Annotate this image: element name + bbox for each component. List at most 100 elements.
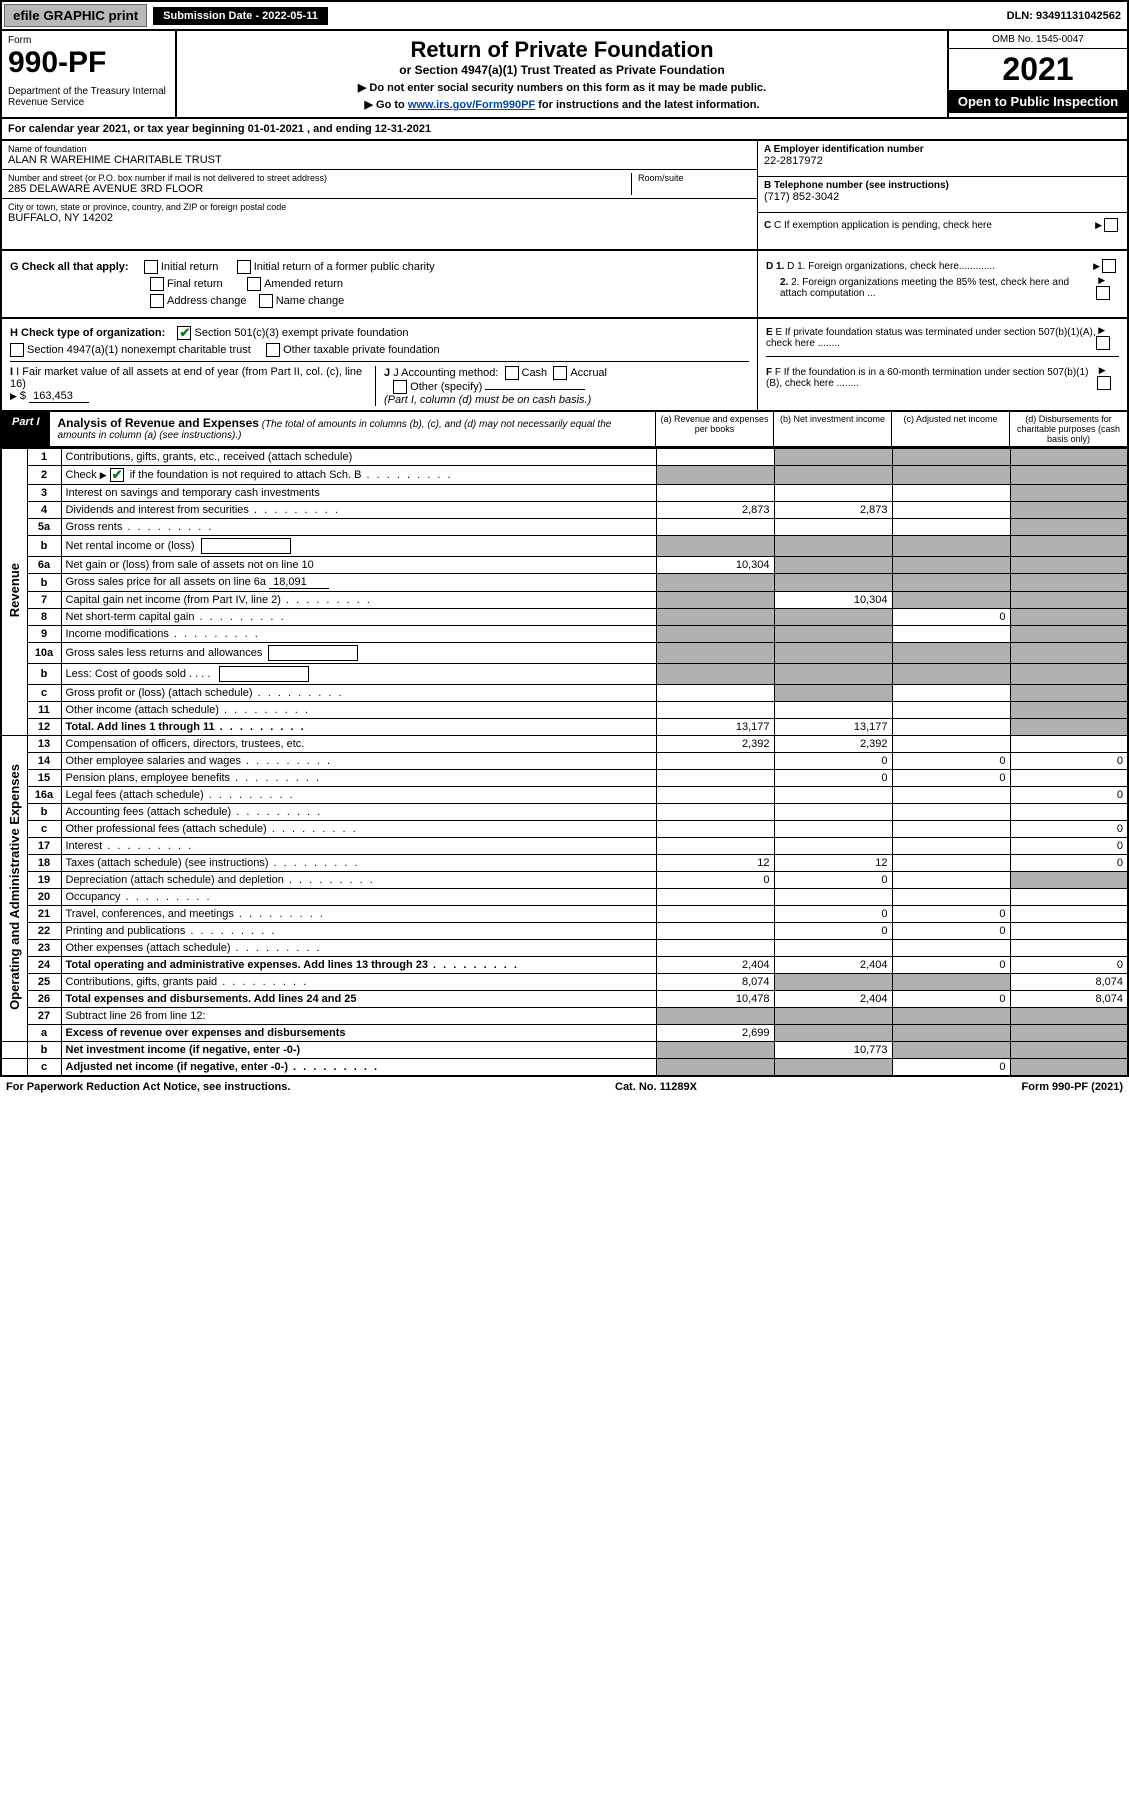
city-row: City or town, state or province, country… xyxy=(2,199,757,227)
row-17-desc: Interest xyxy=(61,838,656,855)
h-row: H Check type of organization: Section 50… xyxy=(10,326,749,340)
r4-col-b: 2,873 xyxy=(774,502,892,519)
top-bar: efile GRAPHIC print Submission Date - 20… xyxy=(0,0,1129,31)
submission-date-label: Submission Date - 2022-05-11 xyxy=(153,7,328,25)
row-15-desc: Pension plans, employee benefits xyxy=(61,770,656,787)
exemption-pending-checkbox[interactable] xyxy=(1104,218,1118,232)
check-section-g-d: G Check all that apply: Initial return I… xyxy=(0,251,1129,319)
row-14-desc: Other employee salaries and wages xyxy=(61,753,656,770)
exemption-pending-row: C C If exemption application is pending,… xyxy=(758,213,1127,249)
row-18-desc: Taxes (attach schedule) (see instruction… xyxy=(61,855,656,872)
row-27c-desc: Adjusted net income (if negative, enter … xyxy=(61,1059,656,1077)
row-25-desc: Contributions, gifts, grants paid xyxy=(61,974,656,991)
dept-label: Department of the Treasury Internal Reve… xyxy=(8,86,169,108)
form-note-2: ▶ Go to www.irs.gov/Form990PF for instru… xyxy=(183,98,941,111)
row-22-desc: Printing and publications xyxy=(61,923,656,940)
address-change-checkbox[interactable] xyxy=(150,294,164,308)
initial-return-former-checkbox[interactable] xyxy=(237,260,251,274)
ein-row: A Employer identification number 22-2817… xyxy=(758,141,1127,177)
financial-table: Revenue 1 Contributions, gifts, grants, … xyxy=(0,448,1129,1077)
check-section-hij: H Check type of organization: Section 50… xyxy=(0,319,1129,412)
part-1-label: Part I xyxy=(2,412,50,446)
omb-label: OMB No. 1545-0047 xyxy=(949,31,1127,49)
row-20-desc: Occupancy xyxy=(61,889,656,906)
net-rental-input[interactable] xyxy=(201,538,291,554)
row-26-desc: Total expenses and disbursements. Add li… xyxy=(61,991,656,1008)
row-27a-desc: Excess of revenue over expenses and disb… xyxy=(61,1025,656,1042)
city-state-zip: BUFFALO, NY 14202 xyxy=(8,212,751,224)
form-number: 990-PF xyxy=(8,46,169,80)
d1-row: D 1. D 1. Foreign organizations, check h… xyxy=(766,259,1119,273)
form-label: Form xyxy=(8,35,169,46)
4947a1-checkbox[interactable] xyxy=(10,343,24,357)
form-title: Return of Private Foundation xyxy=(183,37,941,63)
part-1-title: Analysis of Revenue and Expenses xyxy=(58,416,259,430)
other-taxable-checkbox[interactable] xyxy=(266,343,280,357)
row-10b-desc: Less: Cost of goods sold . . . . xyxy=(61,664,656,685)
form-note-1: ▶ Do not enter social security numbers o… xyxy=(183,81,941,94)
name-change-checkbox[interactable] xyxy=(259,294,273,308)
row-1-desc: Contributions, gifts, grants, etc., rece… xyxy=(61,449,656,466)
j-row: J J Accounting method: Cash Accrual Othe… xyxy=(375,366,749,406)
telephone-value: (717) 852-3042 xyxy=(764,191,1121,203)
cash-checkbox[interactable] xyxy=(505,366,519,380)
calendar-year-line: For calendar year 2021, or tax year begi… xyxy=(0,119,1129,141)
form-number-block: Form 990-PF Department of the Treasury I… xyxy=(2,31,177,117)
r13-col-a: 2,392 xyxy=(656,736,774,753)
60-month-checkbox[interactable] xyxy=(1097,376,1111,390)
f-row: F F If the foundation is in a 60-month t… xyxy=(766,359,1119,390)
col-c-header: (c) Adjusted net income xyxy=(891,412,1009,446)
foundation-name-row: Name of foundation ALAN R WAREHIME CHARI… xyxy=(2,141,757,170)
other-method-checkbox[interactable] xyxy=(393,380,407,394)
row-3-desc: Interest on savings and temporary cash i… xyxy=(61,485,656,502)
r8-col-c: 0 xyxy=(892,609,1010,626)
row-10a-desc: Gross sales less returns and allowances xyxy=(61,643,656,664)
row-24-desc: Total operating and administrative expen… xyxy=(61,957,656,974)
final-return-checkbox[interactable] xyxy=(150,277,164,291)
accrual-checkbox[interactable] xyxy=(553,366,567,380)
row-10c-desc: Gross profit or (loss) (attach schedule) xyxy=(61,685,656,702)
r12-col-a: 13,177 xyxy=(656,719,774,736)
initial-return-checkbox[interactable] xyxy=(144,260,158,274)
instructions-link[interactable]: www.irs.gov/Form990PF xyxy=(408,99,535,111)
row-6a-desc: Net gain or (loss) from sale of assets n… xyxy=(61,557,656,574)
e-row: E E If private foundation status was ter… xyxy=(766,325,1119,357)
i-row: I I Fair market value of all assets at e… xyxy=(10,366,375,406)
ein-value: 22-2817972 xyxy=(764,155,1121,167)
room-suite-label: Room/suite xyxy=(638,173,751,183)
row-5a-desc: Gross rents xyxy=(61,519,656,536)
sch-b-not-required-checkbox[interactable] xyxy=(110,468,124,482)
form-year-block: OMB No. 1545-0047 2021 Open to Public In… xyxy=(947,31,1127,117)
gross-sales-input[interactable] xyxy=(268,645,358,661)
row-23-desc: Other expenses (attach schedule) xyxy=(61,940,656,957)
expenses-section-label: Operating and Administrative Expenses xyxy=(1,736,27,1042)
col-d-header: (d) Disbursements for charitable purpose… xyxy=(1009,412,1127,446)
amended-return-checkbox[interactable] xyxy=(247,277,261,291)
row-16b-desc: Accounting fees (attach schedule) xyxy=(61,804,656,821)
row-11-desc: Other income (attach schedule) xyxy=(61,702,656,719)
row-2-desc: Check if the foundation is not required … xyxy=(61,466,656,485)
telephone-row: B Telephone number (see instructions) (7… xyxy=(758,177,1127,213)
foundation-name: ALAN R WAREHIME CHARITABLE TRUST xyxy=(8,154,751,166)
r13-col-b: 2,392 xyxy=(774,736,892,753)
status-terminated-checkbox[interactable] xyxy=(1096,336,1110,350)
efile-print-button[interactable]: efile GRAPHIC print xyxy=(4,4,147,27)
tax-year: 2021 xyxy=(949,49,1127,90)
r4-col-a: 2,873 xyxy=(656,502,774,519)
row-12-desc: Total. Add lines 1 through 11 xyxy=(61,719,656,736)
foreign-85-checkbox[interactable] xyxy=(1096,286,1110,300)
d2-row: 2. 2. Foreign organizations meeting the … xyxy=(766,275,1119,300)
identity-block: Name of foundation ALAN R WAREHIME CHARI… xyxy=(0,141,1129,251)
foreign-org-checkbox[interactable] xyxy=(1102,259,1116,273)
row-16a-desc: Legal fees (attach schedule) xyxy=(61,787,656,804)
row-9-desc: Income modifications xyxy=(61,626,656,643)
row-6b-desc: Gross sales price for all assets on line… xyxy=(61,574,656,592)
address-row: Number and street (or P.O. box number if… xyxy=(2,170,757,199)
open-inspection-label: Open to Public Inspection xyxy=(949,90,1127,113)
row-21-desc: Travel, conferences, and meetings xyxy=(61,906,656,923)
r7-col-b: 10,304 xyxy=(774,592,892,609)
501c3-checkbox[interactable] xyxy=(177,326,191,340)
row-19-desc: Depreciation (attach schedule) and deple… xyxy=(61,872,656,889)
page-footer: For Paperwork Reduction Act Notice, see … xyxy=(0,1077,1129,1097)
cogs-input[interactable] xyxy=(219,666,309,682)
